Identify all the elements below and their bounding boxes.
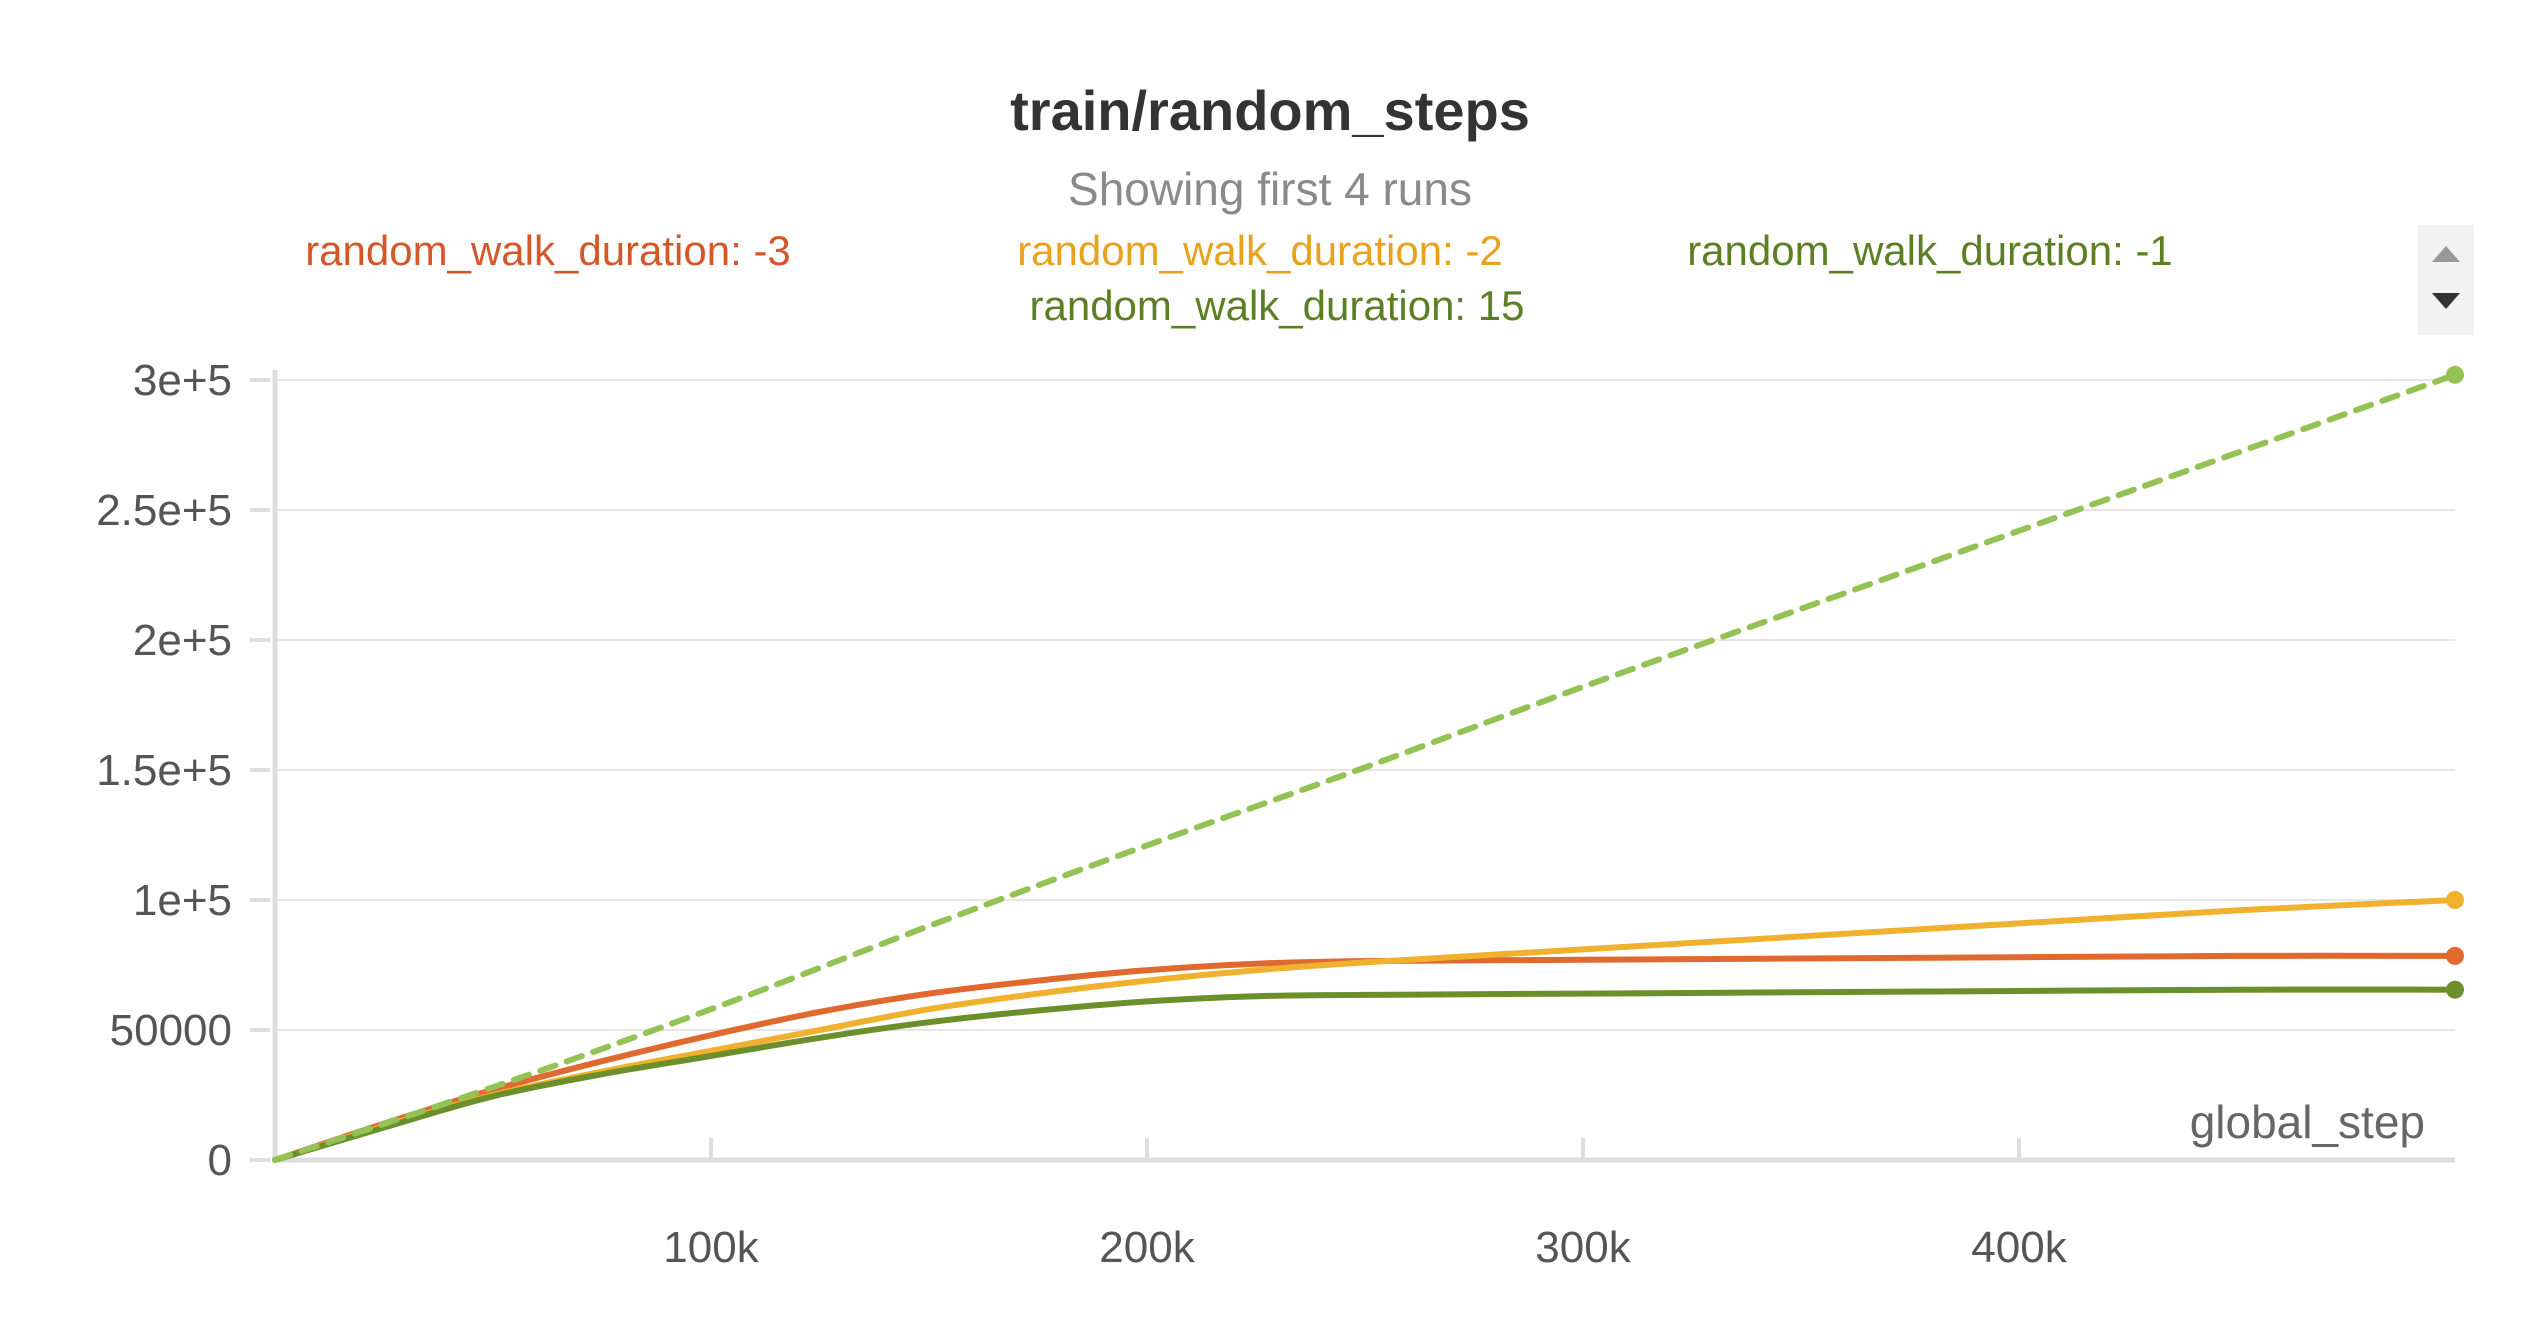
y-tick-label: 0 [208, 1136, 232, 1185]
legend-scroll-track [2418, 225, 2474, 335]
x-axis-ticks: 100k 200k 300k 400k [663, 1138, 2068, 1272]
legend-entry[interactable]: random_walk_duration: -1 [1687, 227, 2173, 274]
y-axis-ticks: 0 50000 1e+5 1.5e+5 2e+5 2.5e+5 3e+5 [96, 356, 270, 1185]
series-end-point-3[interactable] [2446, 365, 2464, 384]
series-end-point-2[interactable] [2446, 980, 2464, 999]
legend-scroll-control[interactable] [2418, 225, 2474, 335]
series-end-point-1[interactable] [2446, 891, 2464, 909]
x-tick-label: 400k [1971, 1223, 2067, 1272]
x-tick-label: 300k [1535, 1223, 1631, 1272]
series-lines [272, 365, 2464, 1163]
triangle-down-icon[interactable] [2432, 293, 2460, 309]
series-line-3[interactable] [272, 371, 2458, 1163]
legend-entry[interactable]: random_walk_duration: 15 [1030, 282, 1525, 329]
series-line-2[interactable] [272, 986, 2458, 1163]
x-tick-label: 200k [1099, 1223, 1195, 1272]
x-axis-label: global_step [2190, 1096, 2425, 1148]
y-tick-label: 2.5e+5 [96, 486, 232, 535]
legend: random_walk_duration: -3 random_walk_dura… [305, 227, 2173, 329]
y-tick-label: 1e+5 [133, 876, 232, 925]
legend-entry[interactable]: random_walk_duration: -3 [305, 227, 791, 274]
y-tick-label: 50000 [110, 1006, 232, 1055]
series-end-point-0[interactable] [2446, 946, 2464, 965]
legend-entry[interactable]: random_walk_duration: -2 [1017, 227, 1503, 274]
x-tick-label: 100k [663, 1223, 759, 1272]
triangle-up-icon[interactable] [2432, 246, 2460, 262]
chart-subtitle: Showing first 4 runs [1068, 163, 1472, 215]
series-line-0[interactable] [272, 952, 2458, 1163]
chart-title: train/random_steps [1010, 79, 1530, 142]
grid-lines [275, 379, 2455, 1031]
y-tick-label: 2e+5 [133, 616, 232, 665]
y-tick-label: 3e+5 [133, 356, 232, 405]
axes [272, 370, 2455, 1163]
y-tick-label: 1.5e+5 [96, 746, 232, 795]
